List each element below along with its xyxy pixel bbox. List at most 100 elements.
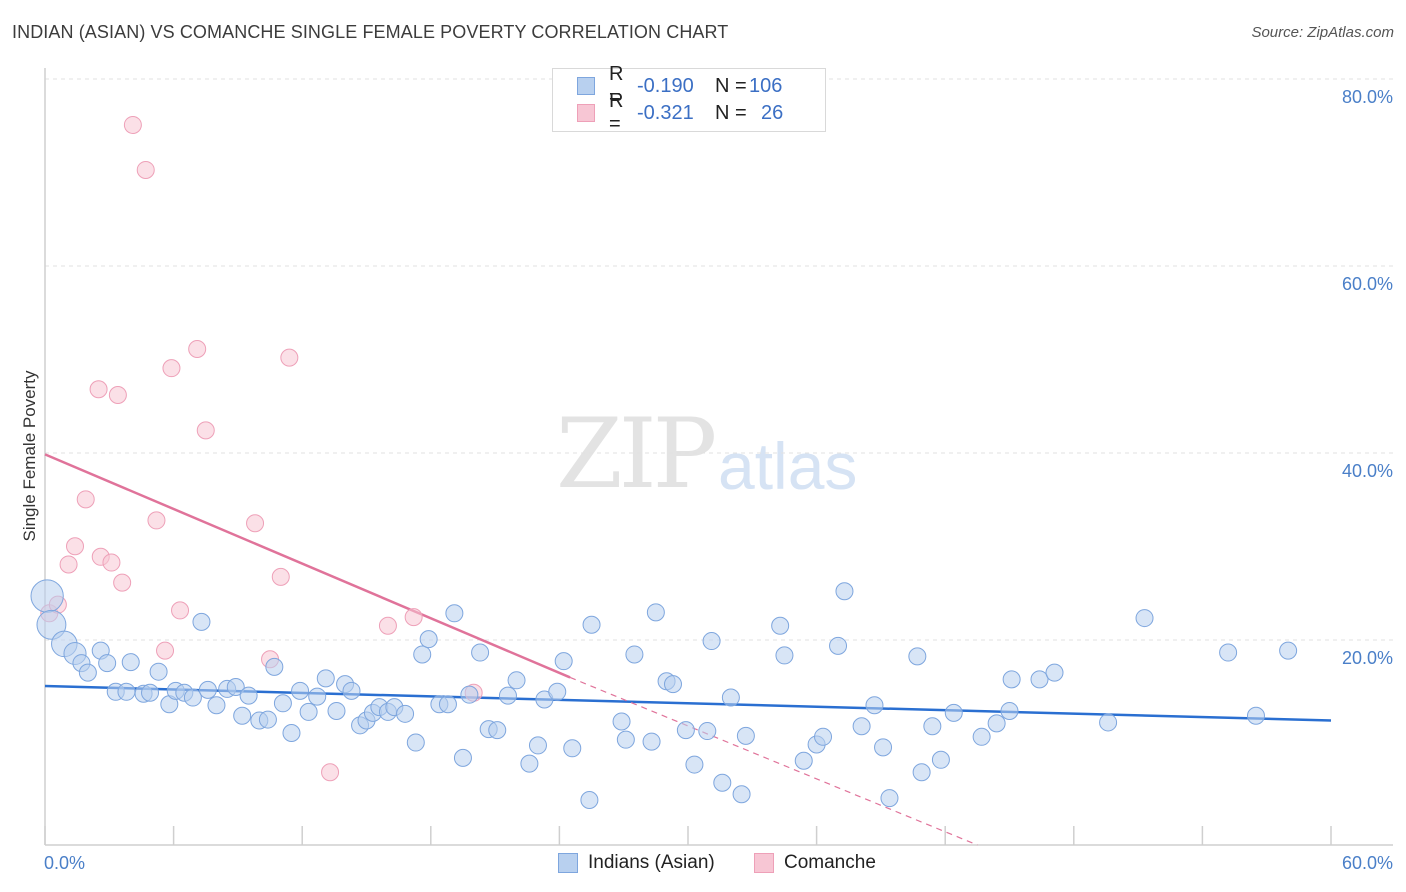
point-comanche (113, 573, 132, 592)
point-comanche (76, 490, 95, 509)
point-indians-asian (419, 630, 438, 649)
point-indians-asian (582, 615, 601, 634)
point-comanche (404, 608, 423, 627)
points-indians-asian (30, 579, 1298, 809)
point-indians-asian (528, 736, 547, 755)
point-indians-asian (736, 726, 755, 745)
point-indians-asian (282, 723, 301, 742)
point-indians-asian (117, 682, 136, 701)
point-indians-asian (149, 662, 168, 681)
point-indians-asian (207, 696, 226, 715)
point-indians-asian (835, 582, 854, 601)
n-label: N = (715, 101, 747, 124)
point-comanche (156, 641, 175, 660)
legend-row-indians-asian: R = -0.190 N = 106 (577, 63, 782, 108)
n-label: N = (715, 74, 747, 97)
point-indians-asian (625, 645, 644, 664)
point-comanche (171, 601, 190, 620)
point-comanche (321, 763, 340, 782)
x-tick-label-left: 0.0% (44, 853, 85, 873)
point-indians-asian (239, 686, 258, 705)
point-indians-asian (1279, 641, 1298, 660)
point-indians-asian (1000, 701, 1019, 720)
point-indians-asian (616, 730, 635, 749)
point-indians-asian (908, 647, 927, 666)
point-indians-asian (327, 701, 346, 720)
point-indians-asian (1246, 706, 1265, 725)
trend-line-solid (44, 684, 1332, 722)
y-tick-label: 20.0% (1342, 648, 1393, 668)
pink-swatch-icon (754, 853, 774, 873)
point-comanche (123, 115, 142, 134)
point-indians-asian (771, 616, 790, 635)
point-indians-asian (972, 727, 991, 746)
point-indians-asian (931, 750, 950, 769)
point-comanche (271, 567, 290, 586)
point-comanche (89, 380, 108, 399)
watermark-atlas: atlas (718, 429, 858, 503)
legend-row-comanche: R = -0.321 N = 26 (577, 90, 784, 135)
point-indians-asian (1030, 670, 1049, 689)
point-indians-asian (198, 680, 217, 699)
trend-line-solid (44, 453, 571, 679)
legend-item-indians-asian[interactable]: Indians (Asian) (558, 852, 715, 874)
point-comanche (246, 514, 265, 533)
point-indians-asian (702, 632, 721, 651)
point-indians-asian (233, 706, 252, 725)
point-indians-asian (1002, 670, 1021, 689)
point-indians-asian (498, 686, 517, 705)
point-indians-asian (912, 763, 931, 782)
y-tick-label: 60.0% (1342, 274, 1393, 294)
point-indians-asian (265, 657, 284, 676)
point-indians-asian (713, 773, 732, 792)
point-indians-asian (453, 748, 472, 767)
point-indians-asian (794, 751, 813, 770)
point-indians-asian (685, 755, 704, 774)
point-indians-asian (612, 712, 631, 731)
point-indians-asian (554, 652, 573, 671)
point-comanche (102, 553, 121, 572)
point-indians-asian (226, 678, 245, 697)
y-tick-label: 80.0% (1342, 87, 1393, 107)
point-indians-asian (291, 681, 310, 700)
trend-line-dashed (569, 676, 978, 846)
axes (44, 68, 1393, 846)
point-indians-asian (471, 643, 490, 662)
point-indians-asian (563, 739, 582, 758)
legend-item-comanche[interactable]: Comanche (754, 852, 876, 874)
point-comanche (162, 359, 181, 378)
point-indians-asian (316, 669, 335, 688)
point-indians-asian (829, 636, 848, 655)
point-indians-asian (852, 717, 871, 736)
legend-label: Comanche (784, 852, 876, 873)
x-tick-label-right: 60.0% (1342, 853, 1393, 873)
y-tick-labels: 20.0% 40.0% 60.0% 80.0% (1342, 87, 1393, 668)
source-label: Source: ZipAtlas.com (1251, 24, 1394, 41)
point-indians-asian (944, 703, 963, 722)
point-indians-asian (438, 695, 457, 714)
r-label: R = (609, 90, 624, 135)
point-indians-asian (30, 579, 64, 613)
point-indians-asian (141, 683, 160, 702)
point-indians-asian (676, 721, 695, 740)
point-comanche (108, 385, 127, 404)
point-indians-asian (299, 702, 318, 721)
point-indians-asian (580, 790, 599, 809)
point-indians-asian (445, 604, 464, 623)
legend-label: Indians (Asian) (588, 852, 715, 873)
point-indians-asian (865, 696, 884, 715)
point-comanche (378, 616, 397, 635)
point-indians-asian (874, 738, 893, 757)
point-indians-asian (413, 645, 432, 664)
n-value: 26 (761, 101, 784, 124)
point-comanche (196, 421, 215, 440)
point-indians-asian (698, 722, 717, 741)
point-comanche (66, 537, 85, 556)
gridlines (45, 78, 1393, 641)
point-indians-asian (1135, 609, 1154, 628)
point-indians-asian (923, 717, 942, 736)
bottom-legend: Indians (Asian) Comanche (0, 852, 1406, 876)
point-indians-asian (775, 646, 794, 665)
point-indians-asian (1219, 643, 1238, 662)
